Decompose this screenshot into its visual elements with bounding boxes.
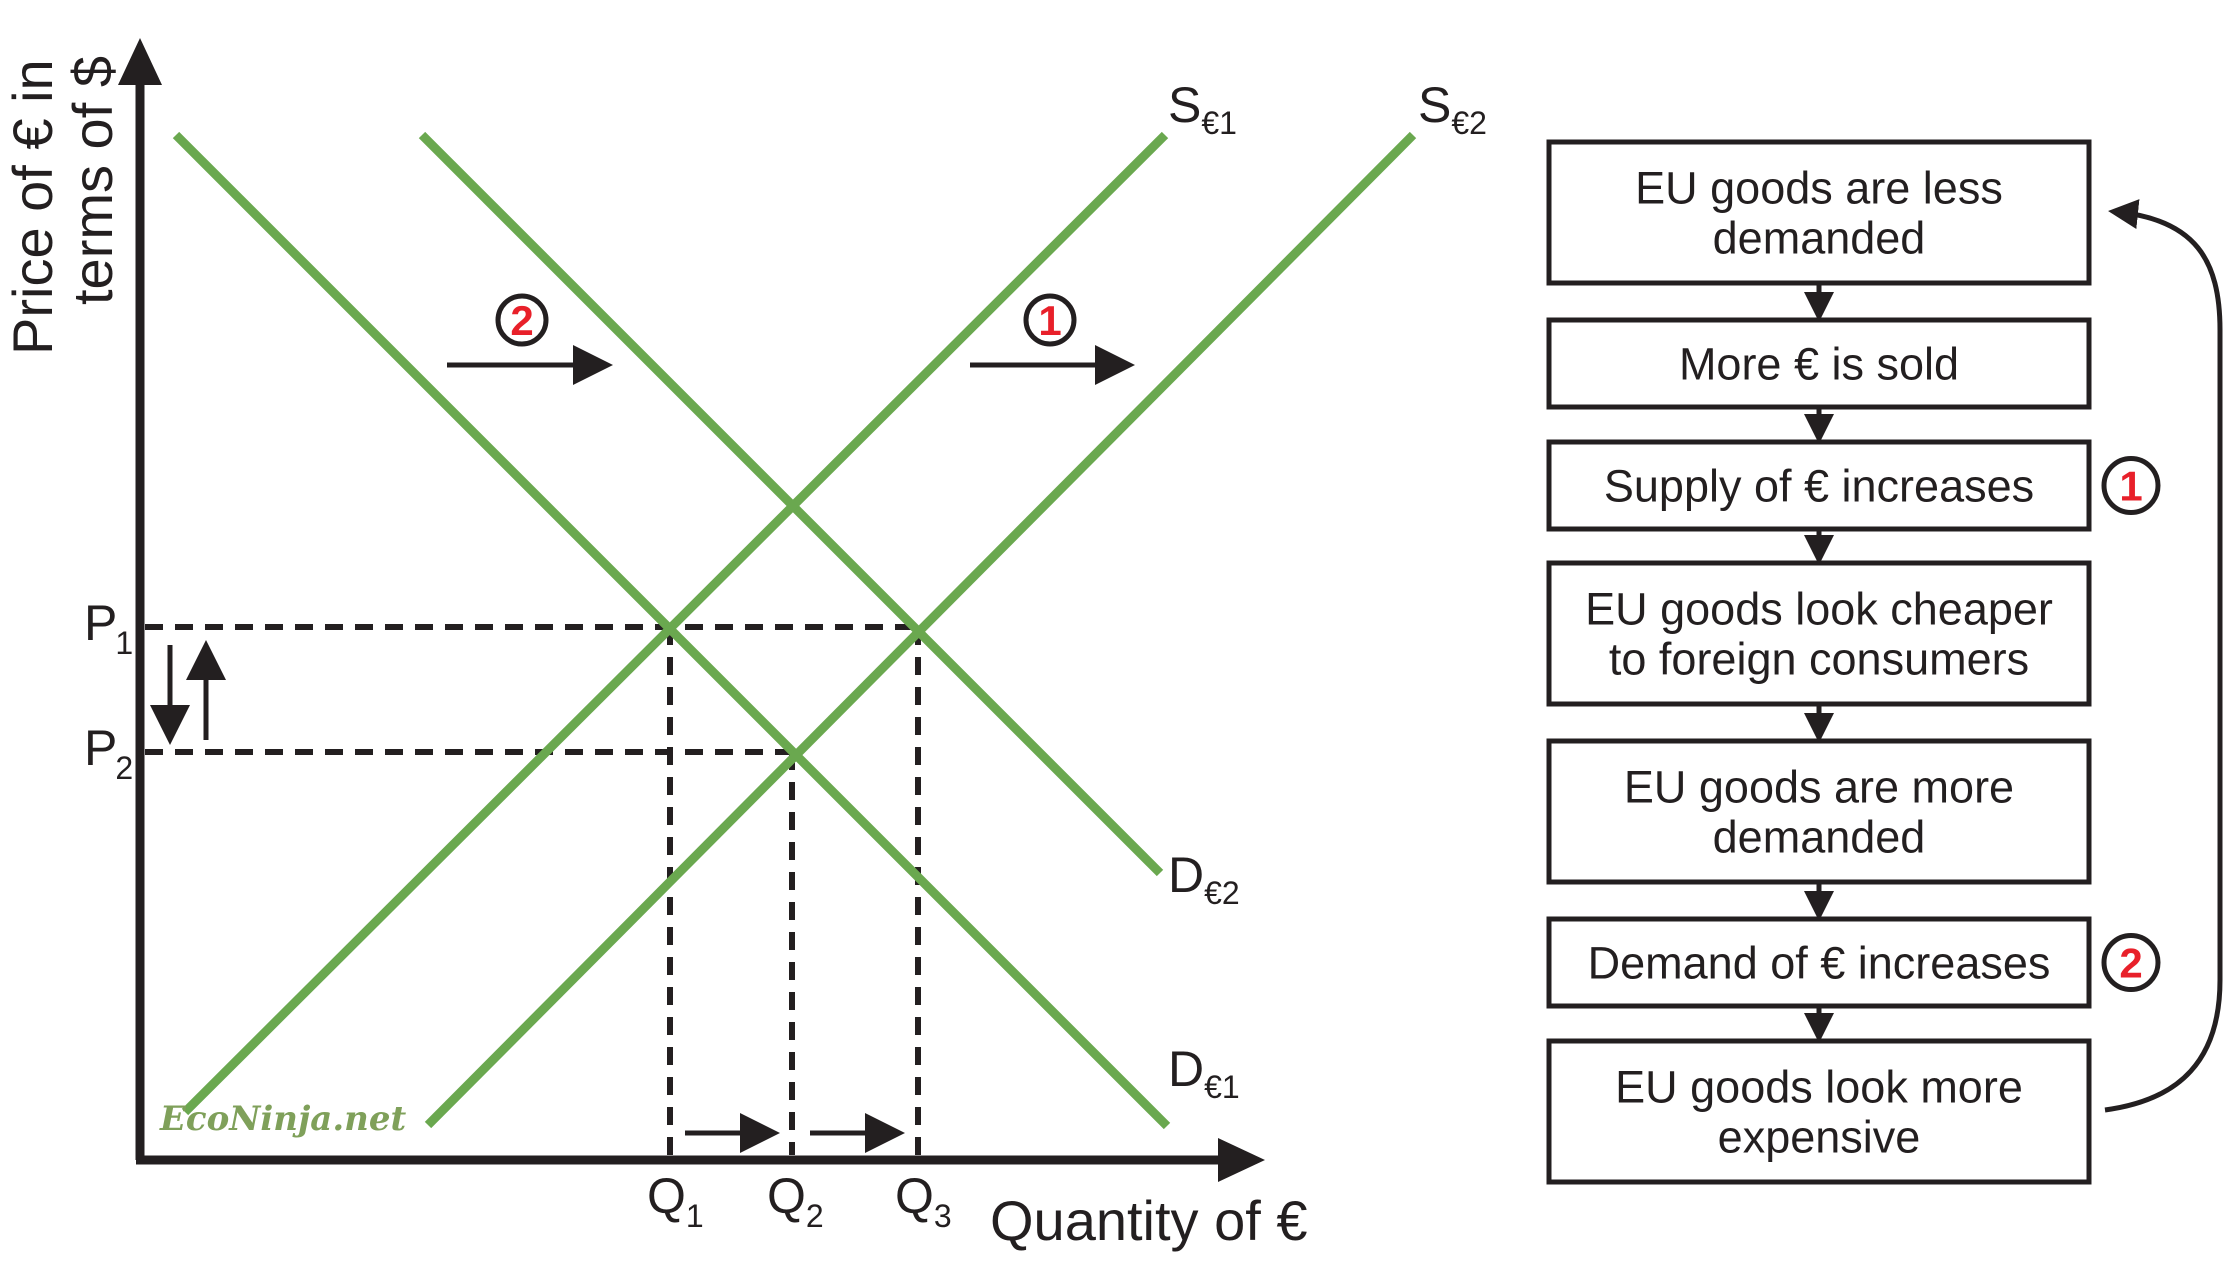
p2-label: P2 <box>84 720 133 786</box>
demand-shift-badge-number: 2 <box>510 297 533 344</box>
flow-box-text: EU goods are less <box>1635 163 2003 214</box>
flow-box-text: EU goods look more <box>1615 1062 2023 1113</box>
supply-shift-badge <box>1023 293 1077 347</box>
flow-box-text: to foreign consumers <box>1609 634 2029 685</box>
flow-step-badge <box>2101 933 2161 992</box>
y-axis-arrowhead <box>118 38 162 85</box>
flow-box-text: Demand of € increases <box>1588 938 2051 989</box>
flow-box-text: demanded <box>1713 812 1926 863</box>
supply-curve-1 <box>181 131 1169 1116</box>
supply-curve-2 <box>424 131 1417 1129</box>
q1-label: Q1 <box>647 1168 704 1234</box>
flow-box-text: expensive <box>1718 1112 1921 1163</box>
demand-shift-badge <box>495 293 549 347</box>
p1-label: P1 <box>84 595 133 661</box>
supply-1-label: S€1 <box>1168 77 1237 141</box>
flow-step-badge-number: 1 <box>2119 463 2142 510</box>
x-axis-title: Quantity of € <box>990 1189 1308 1252</box>
q2-label: Q2 <box>767 1168 824 1234</box>
flow-box-look-expensive <box>1546 1038 2092 1185</box>
y-axis-title-line1: Price of € in <box>1 59 64 355</box>
flow-box-text: More € is sold <box>1679 339 1959 390</box>
x-axis-arrowhead <box>1218 1138 1265 1182</box>
flow-step-badge-number: 2 <box>2119 940 2142 987</box>
flow-box-text: EU goods look cheaper <box>1585 584 2053 635</box>
watermark-logo: EcoNinja.net <box>159 1099 407 1139</box>
flow-box-text: Supply of € increases <box>1604 461 2034 512</box>
demand-2-label: D€2 <box>1168 847 1240 911</box>
flow-box-more-demanded <box>1546 738 2092 885</box>
feedback-loop-arrow <box>2104 199 2223 1113</box>
supply-2-label: S€2 <box>1418 77 1487 141</box>
supply-shift-badge-number: 1 <box>1038 297 1061 344</box>
flow-box-demand-increases <box>1546 916 2092 1009</box>
flow-box-text: EU goods are more <box>1624 762 2014 813</box>
q3-label: Q3 <box>895 1168 952 1234</box>
flow-box-text: demanded <box>1713 213 1926 264</box>
y-axis-title-line2: terms of $ <box>61 56 124 305</box>
flow-box-look-cheaper <box>1546 560 2092 707</box>
flow-step-badge <box>2101 456 2161 515</box>
demand-1-label: D€1 <box>1168 1041 1240 1105</box>
flow-box-more-euro-sold <box>1546 317 2092 410</box>
